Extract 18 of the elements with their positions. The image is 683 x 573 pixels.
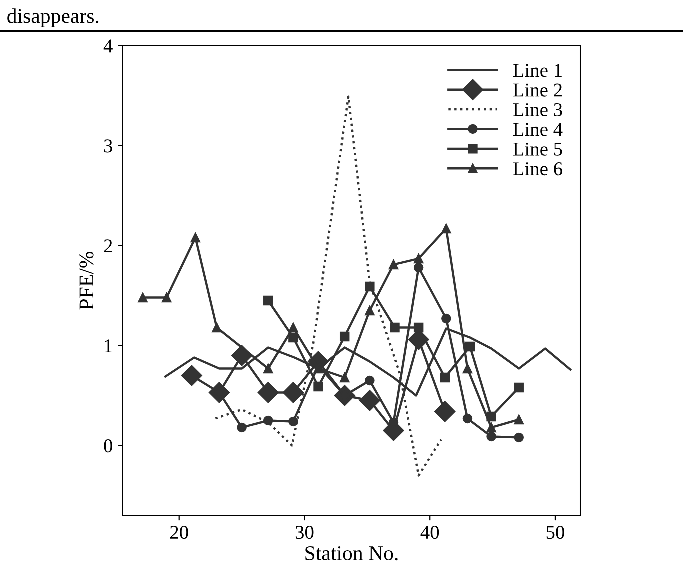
y-tick-label: 0 <box>104 440 112 453</box>
legend-label: Line 2 <box>513 84 562 97</box>
y-tick-label: 2 <box>104 240 112 253</box>
y-axis-title: PFE/% <box>80 252 94 310</box>
y-tick-label: 4 <box>104 40 113 53</box>
x-tick-label: 50 <box>546 526 564 540</box>
y-tick-label: 3 <box>104 140 112 153</box>
legend-label: Line 3 <box>513 103 562 117</box>
legend-label: Line 5 <box>513 142 562 156</box>
x-tick-label: 20 <box>170 526 188 540</box>
x-axis-title: Station No. <box>306 546 398 561</box>
x-tick-label: 30 <box>296 526 314 540</box>
y-tick-label: 1 <box>105 340 112 352</box>
x-tick-label: 40 <box>420 526 440 540</box>
text: disappears. <box>8 8 99 28</box>
legend-label: Line 6 <box>513 162 562 176</box>
legend-label: Line 4 <box>513 123 563 136</box>
legend-label: Line 1 <box>513 64 562 78</box>
